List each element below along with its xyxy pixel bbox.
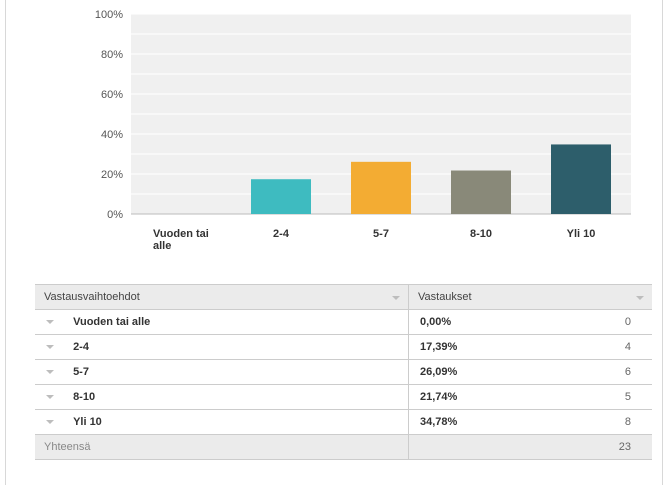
row-expand-icon[interactable]	[46, 370, 54, 375]
responses-cell: 34,78% 8	[408, 409, 652, 435]
panel-right-border	[662, 0, 663, 485]
y-tick-label: 20%	[101, 169, 123, 181]
responses-cell: 17,39% 4	[408, 334, 652, 360]
option-label: 8-10	[73, 391, 96, 404]
responses-cell: 21,74% 5	[408, 384, 652, 410]
table-row: Yli 10 34,78% 8	[35, 409, 652, 435]
header-options[interactable]: Vastausvaihtoehdot	[35, 284, 409, 310]
table-row: 2-4 17,39% 4	[35, 334, 652, 360]
total-label: Yhteensä	[35, 434, 409, 460]
y-tick-label: 60%	[101, 89, 123, 101]
option-label: 2-4	[73, 341, 89, 354]
option-label: Vuoden tai alle	[73, 316, 151, 329]
response-count: 6	[624, 366, 631, 378]
row-expand-icon[interactable]	[46, 345, 54, 350]
x-tick-label: Yli 10	[567, 228, 596, 240]
option-cell: Yli 10	[35, 409, 409, 435]
response-percent: 26,09%	[420, 366, 458, 378]
bar-chart: 0% 20% 40% 60% 80% 100% Vuoden tai alle 2-4 5-7 8-…	[95, 9, 631, 252]
option-cell: 2-4	[35, 334, 409, 360]
results-table: Vastausvaihtoehdot Vastaukset Vuoden tai…	[35, 284, 652, 460]
y-tick-label: 40%	[101, 129, 123, 141]
y-tick-label: 80%	[101, 49, 123, 61]
header-responses[interactable]: Vastaukset	[408, 284, 652, 310]
response-percent: 21,74%	[420, 391, 458, 403]
response-percent: 0,00%	[420, 316, 452, 328]
total-cell: 23	[408, 434, 652, 460]
x-tick-label: 8-10	[470, 228, 492, 240]
table-header-row: Vastausvaihtoehdot Vastaukset	[35, 284, 652, 310]
response-percent: 17,39%	[420, 341, 458, 353]
response-percent: 34,78%	[420, 416, 458, 428]
total-count: 23	[618, 441, 631, 453]
table-row: 8-10 21,74% 5	[35, 384, 652, 410]
responses-cell: 26,09% 6	[408, 359, 652, 385]
response-count: 5	[624, 391, 631, 403]
sort-responses-icon[interactable]	[636, 296, 644, 300]
option-cell: 5-7	[35, 359, 409, 385]
x-tick-label: Vuoden tai alle	[153, 228, 209, 252]
x-tick-label: 5-7	[373, 228, 389, 240]
response-count: 8	[624, 416, 631, 428]
table-row: Vuoden tai alle 0,00% 0	[35, 309, 652, 335]
panel-left-border	[5, 0, 6, 485]
y-tick-label: 100%	[95, 9, 123, 21]
option-label: 5-7	[73, 366, 89, 379]
sort-options-icon[interactable]	[392, 296, 400, 300]
row-expand-icon[interactable]	[46, 320, 54, 325]
option-cell: Vuoden tai alle	[35, 309, 409, 335]
option-label: Yli 10	[73, 416, 102, 429]
total-row: Yhteensä 23	[35, 434, 652, 460]
bar	[351, 161, 411, 214]
response-count: 0	[624, 316, 631, 328]
bar	[251, 179, 311, 214]
bar	[551, 144, 611, 214]
x-tick-label: 2-4	[273, 228, 290, 240]
y-tick-label: 0%	[107, 209, 123, 221]
response-count: 4	[624, 341, 631, 353]
row-expand-icon[interactable]	[46, 420, 54, 425]
header-options-label: Vastausvaihtoehdot	[44, 291, 140, 303]
row-expand-icon[interactable]	[46, 395, 54, 400]
header-responses-label: Vastaukset	[418, 291, 472, 303]
bar	[451, 170, 511, 214]
option-cell: 8-10	[35, 384, 409, 410]
table-row: 5-7 26,09% 6	[35, 359, 652, 385]
responses-cell: 0,00% 0	[408, 309, 652, 335]
